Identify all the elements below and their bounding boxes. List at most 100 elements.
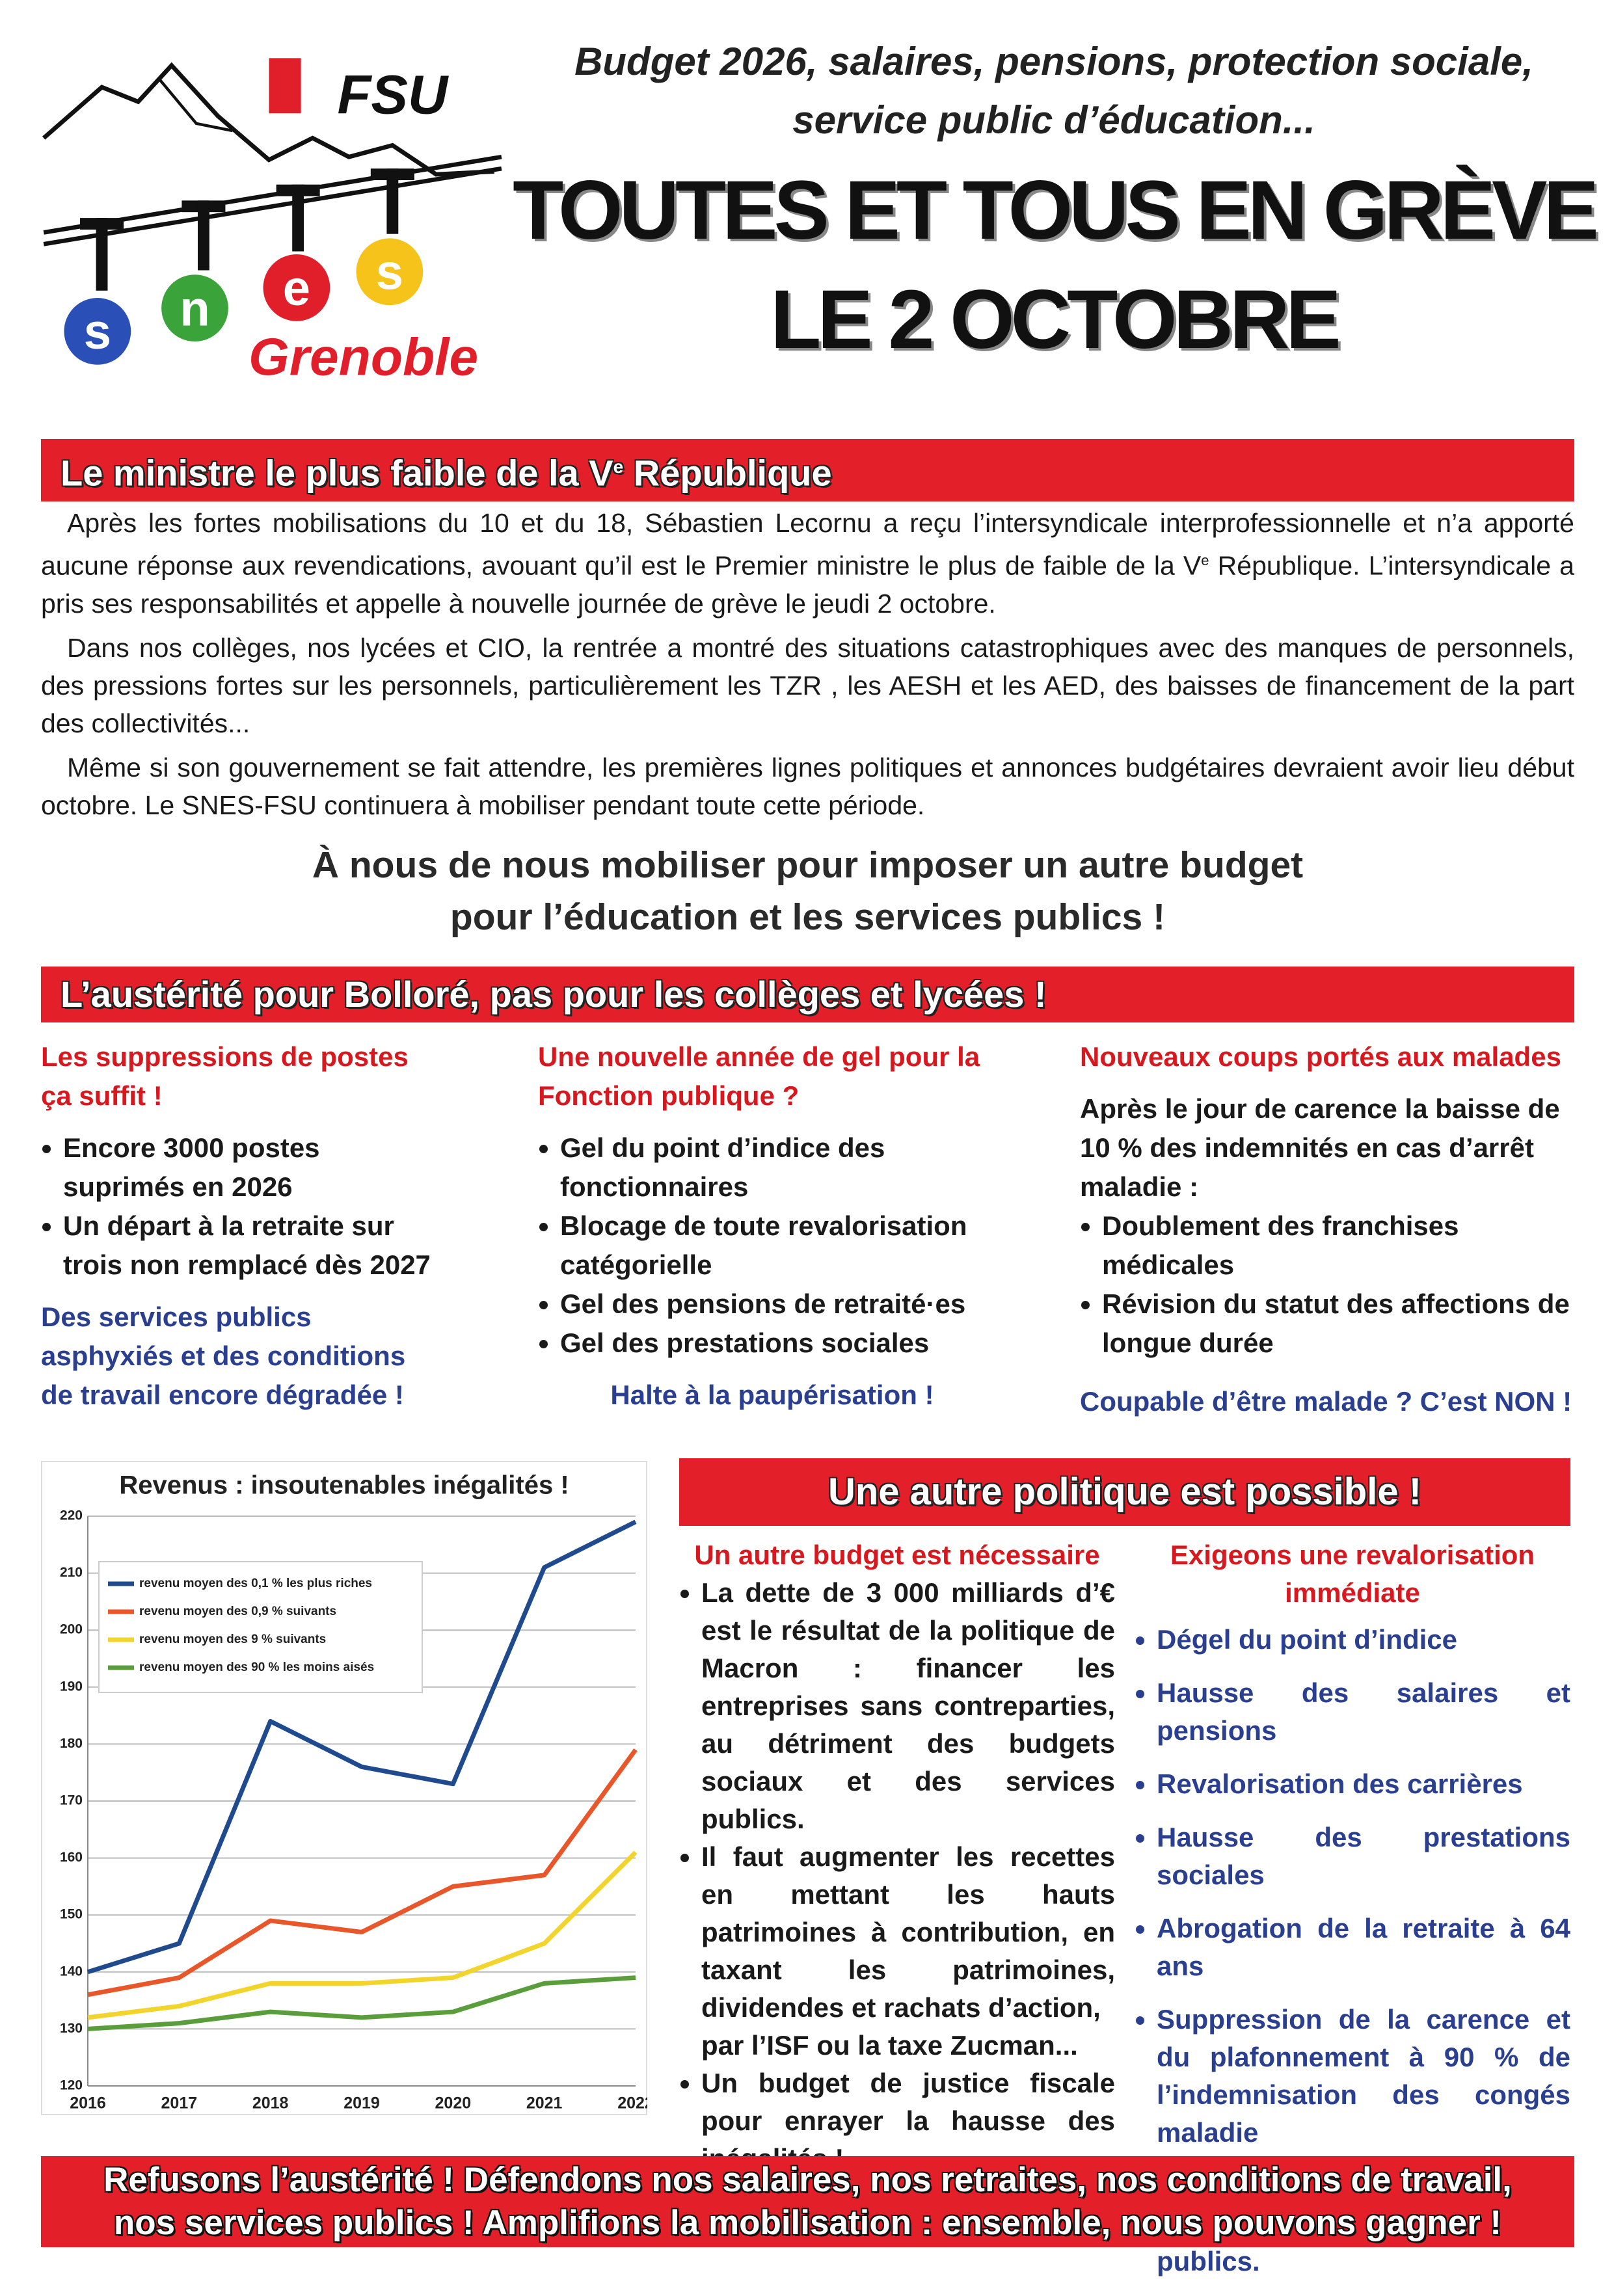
- text: Après les fortes mobilisations du 10 et …: [41, 508, 1574, 581]
- list-item: Un départ à la retraite sur trois non re…: [63, 1207, 444, 1285]
- logo-circle: [263, 254, 330, 321]
- column: Une nouvelle année de gel pour la Foncti…: [538, 1037, 1006, 1415]
- logo-mountains: [42, 62, 494, 177]
- legend-label: revenu moyen des 0,1 % les plus riches: [139, 1577, 372, 1590]
- list-item: La dette de 3 000 milliards d’€ est le r…: [701, 1574, 1115, 1838]
- superscript: e: [1201, 552, 1209, 568]
- legend-label: revenu moyen des 9 % suivants: [139, 1633, 326, 1646]
- intro-text: Après les fortes mobilisations du 10 et …: [41, 504, 1574, 831]
- data-line: [87, 1850, 638, 2020]
- list-item: Hausse des salaires et pensions: [1157, 1674, 1570, 1750]
- column: Les suppressions de postes ça suffit ! E…: [41, 1037, 444, 1415]
- legend-label: revenu moyen des 90 % les moins aisés: [139, 1661, 374, 1674]
- x-tick-label: 2016: [70, 2094, 106, 2113]
- section-heading: Le ministre le plus faible de la Ve Répu…: [41, 439, 1574, 501]
- list-item: Suppression de la carence et du plafonne…: [1157, 2001, 1570, 2152]
- logo-letter: e: [283, 261, 310, 316]
- text: République. L’intersyndicale a pris ses …: [41, 550, 1574, 619]
- column-conclusion: Coupable d’être malade ? C’est NON !: [1080, 1386, 1572, 1417]
- logo-cabins: [80, 168, 414, 291]
- x-tick-label: 2020: [435, 2094, 472, 2113]
- paragraph: Même si son gouvernement se fait attendr…: [41, 752, 1574, 820]
- column-intro: Après le jour de carence la baisse de 10…: [1080, 1093, 1560, 1202]
- list-item: par l’ISF ou la taxe Zucman...: [701, 2030, 1078, 2061]
- y-tick-label: 150: [60, 1907, 83, 1922]
- list-item: Blocage de toute revalorisation catégori…: [560, 1207, 1006, 1285]
- column: Un autre budget est nécessaire La dette …: [679, 1536, 1115, 2178]
- logo-circle: [161, 274, 228, 341]
- column-heading: Les suppressions de postes ça suffit !: [41, 1041, 409, 1111]
- paragraph-list: La dette de 3 000 milliards d’€ est le r…: [679, 1574, 1115, 2178]
- logo-fsu: FSU: [337, 63, 449, 125]
- y-tick-label: 170: [60, 1793, 83, 1808]
- column-conclusion: Halte à la paupérisation !: [610, 1380, 934, 1410]
- x-tick-label: 2021: [526, 2094, 563, 2113]
- bullet-list: Dégel du point d’indice Hausse des salair…: [1135, 1621, 1570, 2280]
- heading-text: République: [623, 452, 832, 494]
- list-item: Un budget de justice fiscale pour enraye…: [701, 2064, 1115, 2178]
- title-line: TOUTES ET TOUS EN GRÈVE: [513, 164, 1599, 257]
- logo-mountains: [159, 79, 234, 133]
- callout: À nous de nous mobiliser pour imposer un…: [41, 839, 1574, 943]
- y-tick-label: 190: [60, 1679, 83, 1694]
- column-conclusion: Des services publics asphyxiés et des co…: [41, 1302, 406, 1410]
- logo-letter: s: [84, 304, 111, 360]
- column: Nouveaux coups portés aux malades Après …: [1080, 1037, 1574, 1421]
- list-item: Abrogation de la retraite à 64 ans: [1157, 1910, 1570, 1985]
- list-item: Il faut augmenter les recettes en mettan…: [701, 1838, 1115, 2027]
- list-item: Revalorisation des carrières: [1157, 1765, 1570, 1803]
- logo-cable: [43, 166, 502, 247]
- chart: Revenus : insoutenables inégalités ! 120…: [41, 1461, 647, 2115]
- list-item: Encore 3000 postes suprimés en 2026: [63, 1128, 444, 1207]
- y-tick-label: 120: [60, 2078, 83, 2093]
- list-item: Doublement des franchises médicales: [1102, 1207, 1574, 1285]
- callout-line: À nous de nous mobiliser pour imposer un…: [312, 844, 1304, 886]
- column-heading: Un autre budget est nécessaire: [694, 1540, 1100, 1570]
- heading-text: Le ministre le plus faible de la V: [61, 452, 613, 494]
- y-tick-label: 140: [60, 1964, 83, 1979]
- section-heading: L’austérité pour Bolloré, pas pour les c…: [41, 967, 1574, 1022]
- logo-circle: [356, 238, 424, 306]
- y-tick-label: 210: [60, 1565, 83, 1580]
- footer: Refusons l’austérité ! Défendons nos sal…: [41, 2156, 1574, 2247]
- y-tick-label: 130: [60, 2021, 83, 2036]
- chart-title: Revenus : insoutenables inégalités !: [119, 1471, 569, 1500]
- list-item: Gel des prestations sociales: [560, 1324, 1006, 1363]
- y-tick-label: 180: [60, 1736, 83, 1751]
- callout-line: pour l’éducation et les services publics…: [450, 896, 1166, 938]
- list-item: Gel des pensions de retraité·es: [560, 1285, 1006, 1324]
- y-tick-label: 160: [60, 1850, 83, 1865]
- logo-circle: [64, 297, 131, 365]
- paragraph: Dans nos collèges, nos lycées et CIO, la…: [41, 632, 1574, 738]
- x-tick-label: 2022: [617, 2094, 647, 2113]
- bullet-list: Doublement des franchises médicalesRévis…: [1080, 1207, 1574, 1363]
- column-heading: Une nouvelle année de gel pour la Foncti…: [538, 1041, 980, 1111]
- logo-letter: n: [180, 281, 209, 336]
- subtitle-line: Budget 2026, salaires, pensions, protect…: [574, 40, 1533, 83]
- x-tick-label: 2018: [252, 2094, 289, 2113]
- title-line: LE 2 OCTOBRE: [770, 273, 1341, 366]
- x-tick-label: 2017: [161, 2094, 198, 2113]
- logo-figure: [269, 58, 301, 114]
- data-line: [87, 1748, 638, 1997]
- column-heading: Nouveaux coups portés aux malades: [1080, 1041, 1561, 1072]
- data-line: [87, 1519, 637, 1975]
- logo-letter: s: [376, 245, 403, 300]
- y-tick-label: 220: [60, 1508, 83, 1523]
- bullet-list: Encore 3000 postes suprimés en 2026Un dé…: [41, 1128, 444, 1285]
- section-heading: Une autre politique est possible !: [679, 1458, 1570, 1526]
- x-tick-label: 2019: [343, 2094, 380, 2113]
- list-item: Gel du point d’indice des fonctionnaires: [560, 1128, 1006, 1207]
- list-item: Dégel du point d’indice: [1157, 1621, 1570, 1659]
- data-line: [87, 1975, 636, 2031]
- subtitle-line: service public d’éducation...: [792, 98, 1315, 142]
- paragraph: Après les fortes mobilisations du 10 et …: [41, 504, 1574, 622]
- footer-line: Refusons l’austérité ! Défendons nos sal…: [103, 2161, 1512, 2199]
- column-heading: Exigeons une revalorisation immédiate: [1170, 1540, 1535, 1608]
- chart-frame: [41, 1461, 647, 2115]
- footer-line: nos services publics ! Amplifions la mob…: [113, 2204, 1502, 2242]
- superscript: e: [613, 457, 624, 477]
- legend-label: revenu moyen des 0,9 % suivants: [139, 1605, 336, 1618]
- legend-box: [98, 1561, 423, 1693]
